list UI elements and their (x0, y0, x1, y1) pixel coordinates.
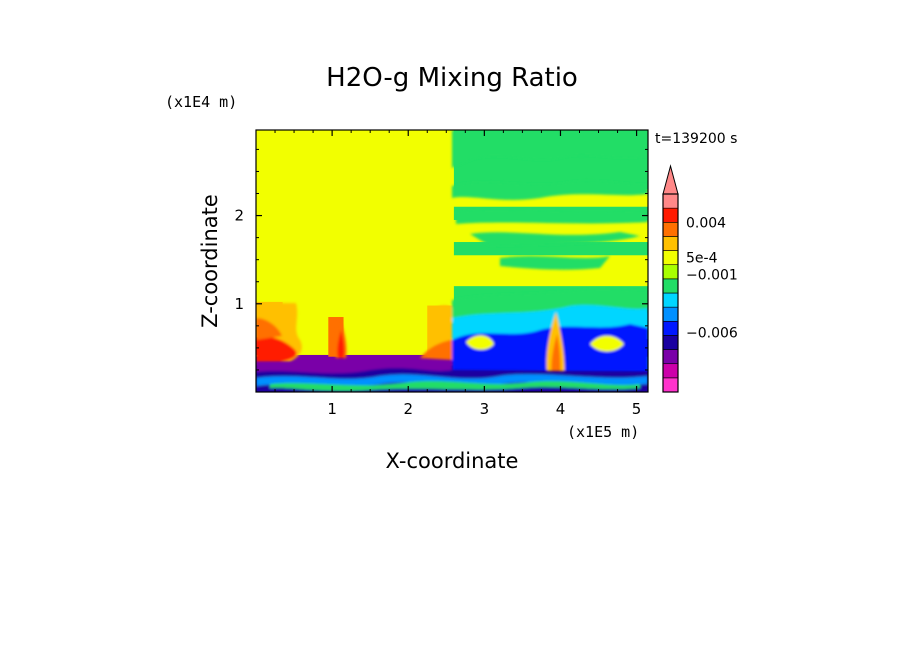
heatmap-band-right-mid3 (470, 232, 640, 246)
y-axis-label: Z-coordinate (198, 194, 222, 328)
x-unit-label: (x1E5 m) (567, 423, 639, 441)
heatmap-region-2 (256, 354, 454, 366)
x-tick-label: 5 (632, 400, 642, 418)
heatmap-patch-x25 (420, 340, 452, 360)
time-label: t=139200 s (655, 131, 737, 147)
heatmap-plume-x1-core (337, 330, 345, 358)
heatmap-patch-left-deep-orange (256, 318, 282, 340)
chart-title: H2O-g Mixing Ratio (326, 63, 578, 93)
colorbar-segment (662, 221, 679, 237)
heatmap-band-right-mid2 (456, 209, 648, 224)
heatmap-patch-x25-top (432, 305, 452, 322)
heatmap-patch-right-yellow1 (466, 335, 494, 350)
colorbar-segment (662, 363, 679, 379)
colorbar-segment (662, 264, 679, 280)
colorbar-extend-max (662, 164, 679, 195)
x-axis-ticks: 1 2 3 4 5 (274, 130, 642, 418)
colorbar-frame (662, 193, 679, 393)
colorbar-segment (662, 250, 679, 266)
colorbar-segment (662, 292, 679, 308)
heatmap-plot-area (256, 130, 648, 392)
colorbar-segment (662, 236, 679, 251)
plot-frame (255, 129, 649, 393)
colorbar-segment (662, 377, 679, 393)
x-tick-label: 3 (480, 400, 490, 418)
colorbar-segment (662, 278, 679, 294)
heatmap-band-right-mid1 (452, 180, 648, 200)
heatmap-bottom-green-streak (270, 381, 640, 392)
y-tick-label: 1 (234, 295, 244, 313)
colorbar-segment (662, 320, 679, 336)
colorbar-segment (662, 207, 679, 223)
colorbar-label: 5e-4 (686, 251, 718, 267)
x-axis-label: X-coordinate (386, 449, 519, 473)
heatmap-patch-left-red (256, 336, 297, 362)
colorbar-label: −0.001 (686, 268, 738, 284)
y-axis-ticks: 12 (234, 148, 648, 371)
colorbar: 0.004 5e-4−0.001 −0.006 (662, 164, 738, 393)
colorbar-label: −0.006 (686, 326, 738, 342)
y-unit-label: (x1E4 m) (165, 93, 237, 111)
heatmap-band-right-top (452, 130, 648, 168)
colorbar-segment (662, 349, 679, 365)
colorbar-segment (662, 335, 679, 350)
heatmap-bottom-cyan-streak1 (256, 374, 648, 386)
x-tick-label: 1 (327, 400, 337, 418)
heatmap-plume-x4-core (551, 334, 561, 378)
heatmap-band-right-mid4 (500, 256, 610, 270)
colorbar-label: 0.004 (686, 215, 726, 231)
colorbar-segment (662, 193, 679, 209)
x-tick-label: 4 (556, 400, 566, 418)
x-tick-label: 2 (403, 400, 413, 418)
y-tick-label: 2 (234, 207, 244, 225)
colorbar-segment (662, 306, 679, 322)
heatmap-patch-right-yellow2 (590, 335, 624, 352)
